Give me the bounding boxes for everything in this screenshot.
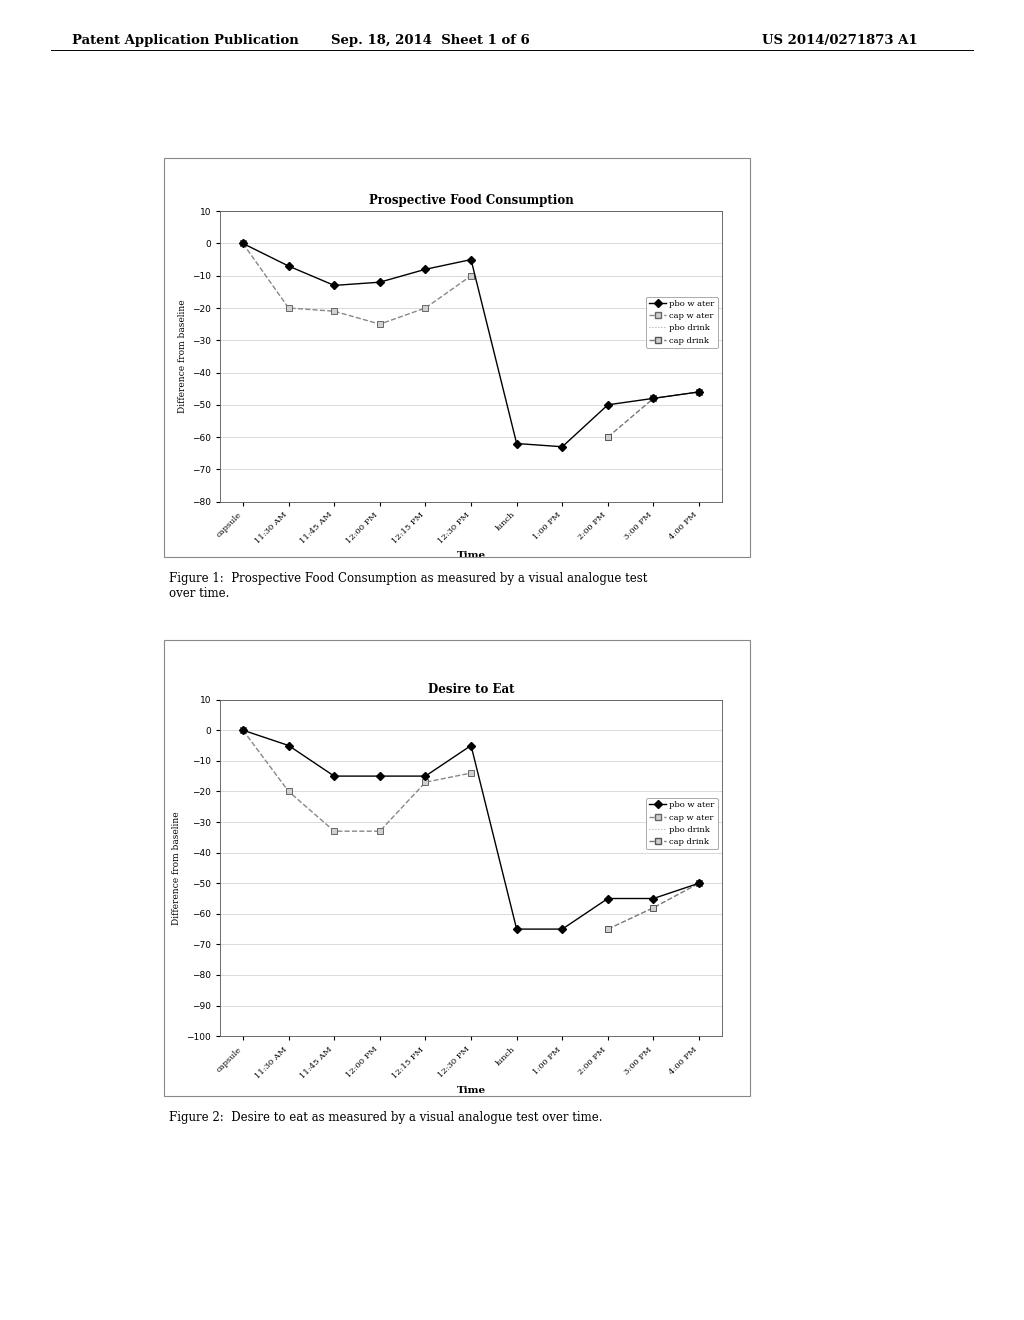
Text: US 2014/0271873 A1: US 2014/0271873 A1 <box>762 34 918 48</box>
Text: Sep. 18, 2014  Sheet 1 of 6: Sep. 18, 2014 Sheet 1 of 6 <box>331 34 529 48</box>
Text: Patent Application Publication: Patent Application Publication <box>72 34 298 48</box>
Title: Desire to Eat: Desire to Eat <box>428 682 514 696</box>
X-axis label: Time: Time <box>457 1086 485 1096</box>
Legend: pbo w ater, cap w ater, pbo drink, cap drink: pbo w ater, cap w ater, pbo drink, cap d… <box>646 799 718 849</box>
Y-axis label: Difference from baseline: Difference from baseline <box>177 300 186 413</box>
X-axis label: Time: Time <box>457 552 485 561</box>
Text: Figure 1:  Prospective Food Consumption as measured by a visual analogue test
ov: Figure 1: Prospective Food Consumption a… <box>169 572 647 599</box>
Text: Figure 2:  Desire to eat as measured by a visual analogue test over time.: Figure 2: Desire to eat as measured by a… <box>169 1111 602 1125</box>
Y-axis label: Difference from baseline: Difference from baseline <box>172 810 181 925</box>
Title: Prospective Food Consumption: Prospective Food Consumption <box>369 194 573 207</box>
Legend: pbo w ater, cap w ater, pbo drink, cap drink: pbo w ater, cap w ater, pbo drink, cap d… <box>646 297 718 348</box>
